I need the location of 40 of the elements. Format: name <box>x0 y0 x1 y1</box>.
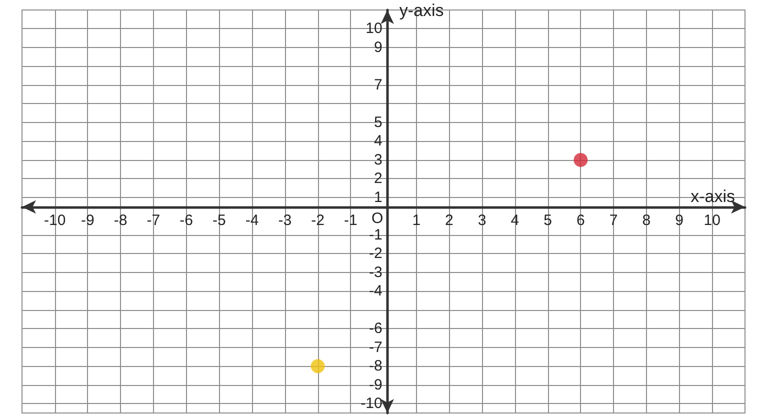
y-tick-label: -3 <box>368 264 382 281</box>
y-tick-label: 4 <box>374 132 382 150</box>
y-tick-label: -9 <box>368 376 382 394</box>
x-tick-label: -10 <box>44 212 66 229</box>
y-tick-label: 3 <box>374 151 382 168</box>
y-tick-label: -8 <box>368 358 382 375</box>
x-tick-label: 1 <box>412 212 421 229</box>
x-tick-label: 7 <box>609 212 618 229</box>
x-tick-label: 9 <box>675 212 684 229</box>
x-tick-label: -6 <box>180 212 193 229</box>
x-tick-label: -8 <box>114 212 128 229</box>
y-tick-label: -4 <box>368 282 382 300</box>
y-tick-label: -6 <box>368 320 382 338</box>
y-axis-title: y-axis <box>399 1 444 20</box>
x-tick-label: 5 <box>544 212 552 229</box>
x-tick-label: -1 <box>344 212 358 229</box>
annotation: O <box>372 210 384 227</box>
x-tick-label: -7 <box>146 212 160 229</box>
y-tick-label: -7 <box>368 338 382 356</box>
x-tick-label: 10 <box>704 212 720 229</box>
y-tick-label: -2 <box>368 245 382 262</box>
y-tick-label: 2 <box>374 170 382 188</box>
x-tick-label: 8 <box>642 212 651 229</box>
x-tick-label: 4 <box>510 212 520 229</box>
x-tick-label: -4 <box>245 212 259 229</box>
y-tick-label: 7 <box>374 76 382 94</box>
x-tick-label: -2 <box>311 212 324 229</box>
x-tick-label: 2 <box>445 212 454 229</box>
x-tick-label: 3 <box>478 212 486 229</box>
y-tick-label: 9 <box>374 38 382 56</box>
y-tick-label: 5 <box>374 114 382 131</box>
x-tick-label: 6 <box>576 212 585 229</box>
y-tick-label: 1 <box>374 188 382 206</box>
y-tick-label: -1 <box>368 226 382 244</box>
x-axis-title: x-axis <box>690 186 735 206</box>
x-tick-label: -3 <box>278 212 292 229</box>
y-tick-label: -10 <box>360 395 382 412</box>
y-tick-label: 10 <box>366 20 382 38</box>
x-tick-label: -9 <box>81 212 94 229</box>
x-tick-label: -5 <box>212 212 226 229</box>
